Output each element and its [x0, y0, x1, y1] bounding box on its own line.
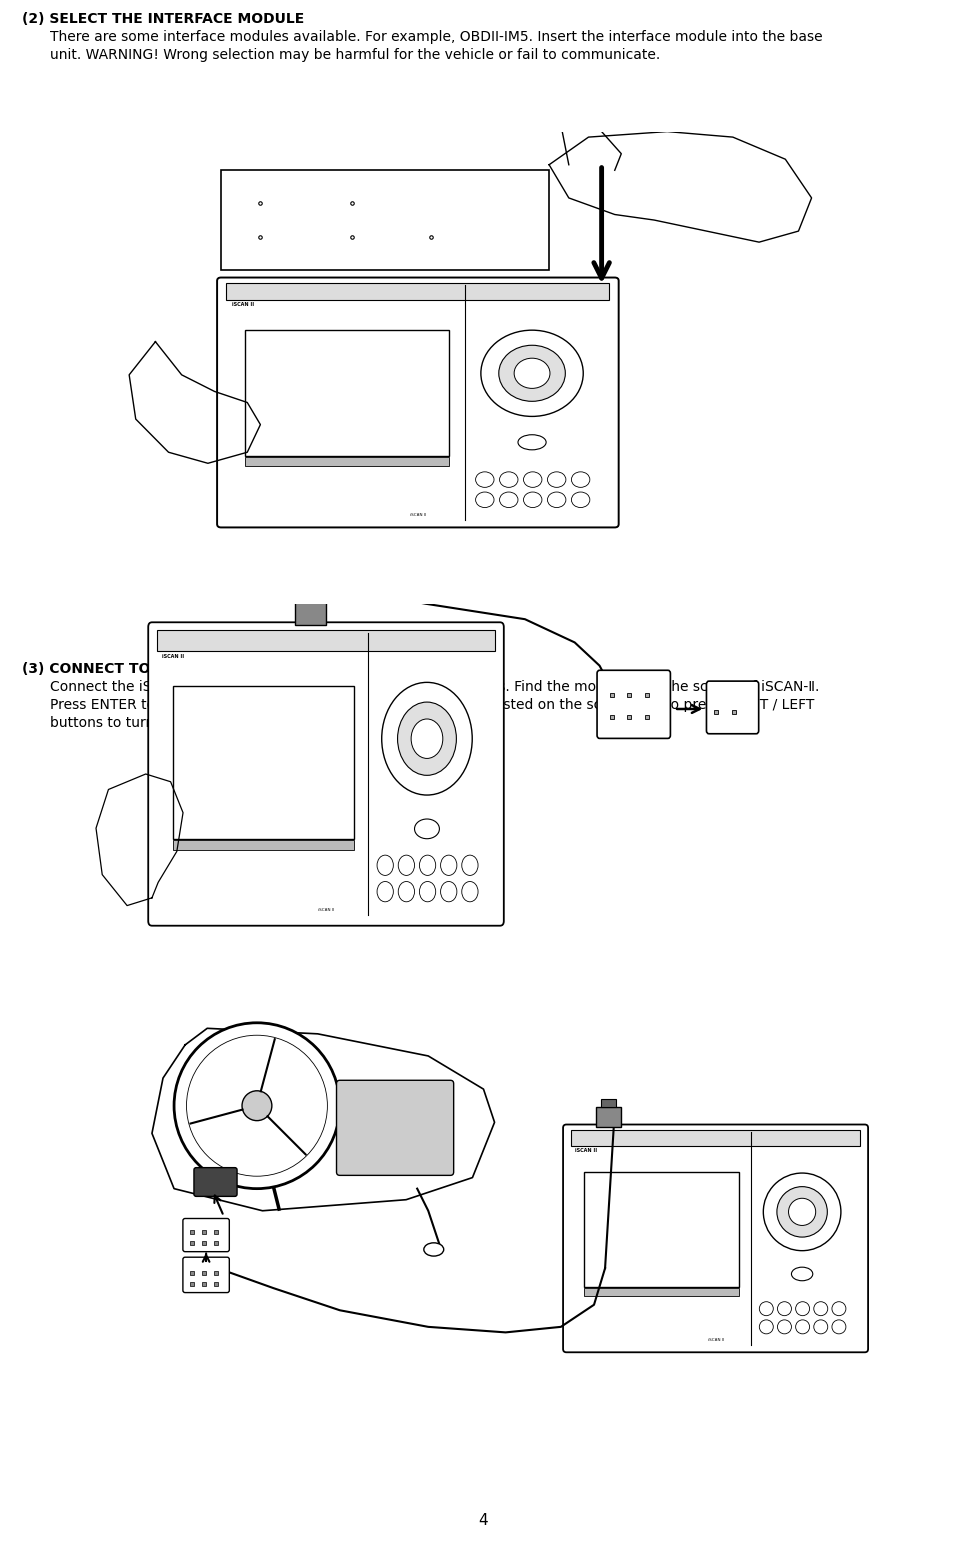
- Bar: [597, 1107, 621, 1127]
- Circle shape: [759, 1302, 774, 1316]
- Text: iSCAN II: iSCAN II: [231, 302, 253, 308]
- Text: There are some interface modules available. For example, OBDII-IM5. Insert the i: There are some interface modules availab…: [50, 29, 823, 43]
- Circle shape: [500, 492, 518, 508]
- Bar: [584, 1288, 740, 1296]
- Circle shape: [832, 1302, 846, 1316]
- Circle shape: [547, 492, 566, 508]
- Text: iSCAN II: iSCAN II: [410, 514, 425, 517]
- Circle shape: [441, 854, 456, 876]
- Ellipse shape: [424, 1243, 444, 1255]
- Circle shape: [523, 492, 542, 508]
- Circle shape: [397, 703, 456, 776]
- FancyBboxPatch shape: [194, 1167, 237, 1197]
- Circle shape: [796, 1320, 809, 1334]
- Polygon shape: [152, 1028, 494, 1211]
- Text: Connect the iSCAN-Ⅱ and the diagnostic connector in the vehicles. Find the model: Connect the iSCAN-Ⅱ and the diagnostic c…: [50, 680, 819, 694]
- Circle shape: [499, 345, 566, 401]
- Text: unit. WARNING! Wrong selection may be harmful for the vehicle or fail to communi: unit. WARNING! Wrong selection may be ha…: [50, 48, 660, 62]
- Bar: [301, 582, 320, 594]
- FancyBboxPatch shape: [183, 1257, 229, 1293]
- Bar: [571, 1130, 861, 1146]
- Circle shape: [476, 492, 494, 508]
- Circle shape: [777, 1320, 791, 1334]
- Circle shape: [571, 492, 590, 508]
- Circle shape: [759, 1320, 774, 1334]
- Text: iSCAN II: iSCAN II: [575, 1147, 598, 1153]
- Circle shape: [814, 1320, 828, 1334]
- Circle shape: [476, 472, 494, 488]
- Circle shape: [523, 472, 542, 488]
- FancyBboxPatch shape: [183, 1218, 229, 1252]
- Text: buttons to turn the page.: buttons to turn the page.: [50, 717, 225, 731]
- Bar: [584, 1172, 740, 1286]
- Circle shape: [777, 1187, 828, 1237]
- Circle shape: [377, 854, 394, 876]
- Circle shape: [242, 1091, 272, 1121]
- Bar: [173, 686, 354, 839]
- Circle shape: [514, 358, 550, 389]
- Circle shape: [763, 1173, 841, 1251]
- Circle shape: [788, 1198, 816, 1226]
- FancyBboxPatch shape: [707, 681, 759, 734]
- Circle shape: [420, 881, 436, 902]
- Ellipse shape: [791, 1268, 813, 1280]
- Bar: [157, 630, 495, 650]
- Circle shape: [398, 881, 415, 902]
- FancyBboxPatch shape: [148, 622, 504, 926]
- Circle shape: [571, 472, 590, 488]
- Circle shape: [174, 1023, 339, 1189]
- Text: iSCAN II: iSCAN II: [708, 1339, 723, 1342]
- Circle shape: [462, 881, 478, 902]
- Bar: [245, 330, 450, 457]
- FancyBboxPatch shape: [337, 1081, 454, 1175]
- Circle shape: [500, 472, 518, 488]
- Circle shape: [377, 881, 394, 902]
- Text: (3) CONNECT TO THE VEHICLE: (3) CONNECT TO THE VEHICLE: [22, 663, 256, 676]
- Circle shape: [441, 881, 456, 902]
- Ellipse shape: [415, 819, 439, 839]
- Text: iSCAN II: iSCAN II: [161, 653, 184, 659]
- Circle shape: [420, 854, 436, 876]
- Text: iSCAN II: iSCAN II: [318, 907, 334, 912]
- Text: (2) SELECT THE INTERFACE MODULE: (2) SELECT THE INTERFACE MODULE: [22, 12, 305, 26]
- Circle shape: [398, 854, 415, 876]
- Circle shape: [796, 1302, 809, 1316]
- Bar: [245, 457, 450, 466]
- Circle shape: [462, 854, 478, 876]
- Circle shape: [777, 1302, 791, 1316]
- Bar: [601, 1099, 616, 1107]
- Circle shape: [832, 1320, 846, 1334]
- Text: Press ENTER to start the diagnostic function. If the model is not listed on the : Press ENTER to start the diagnostic func…: [50, 698, 814, 712]
- Text: 4: 4: [479, 1512, 488, 1528]
- Circle shape: [187, 1036, 328, 1176]
- FancyBboxPatch shape: [221, 170, 549, 269]
- FancyBboxPatch shape: [597, 670, 670, 738]
- Circle shape: [814, 1302, 828, 1316]
- Ellipse shape: [518, 435, 546, 450]
- FancyBboxPatch shape: [563, 1124, 868, 1353]
- Bar: [173, 841, 354, 850]
- Circle shape: [382, 683, 472, 796]
- Circle shape: [547, 472, 566, 488]
- Circle shape: [411, 718, 443, 759]
- Circle shape: [481, 330, 583, 416]
- FancyBboxPatch shape: [217, 277, 619, 528]
- Bar: [295, 594, 326, 625]
- Bar: [226, 283, 609, 300]
